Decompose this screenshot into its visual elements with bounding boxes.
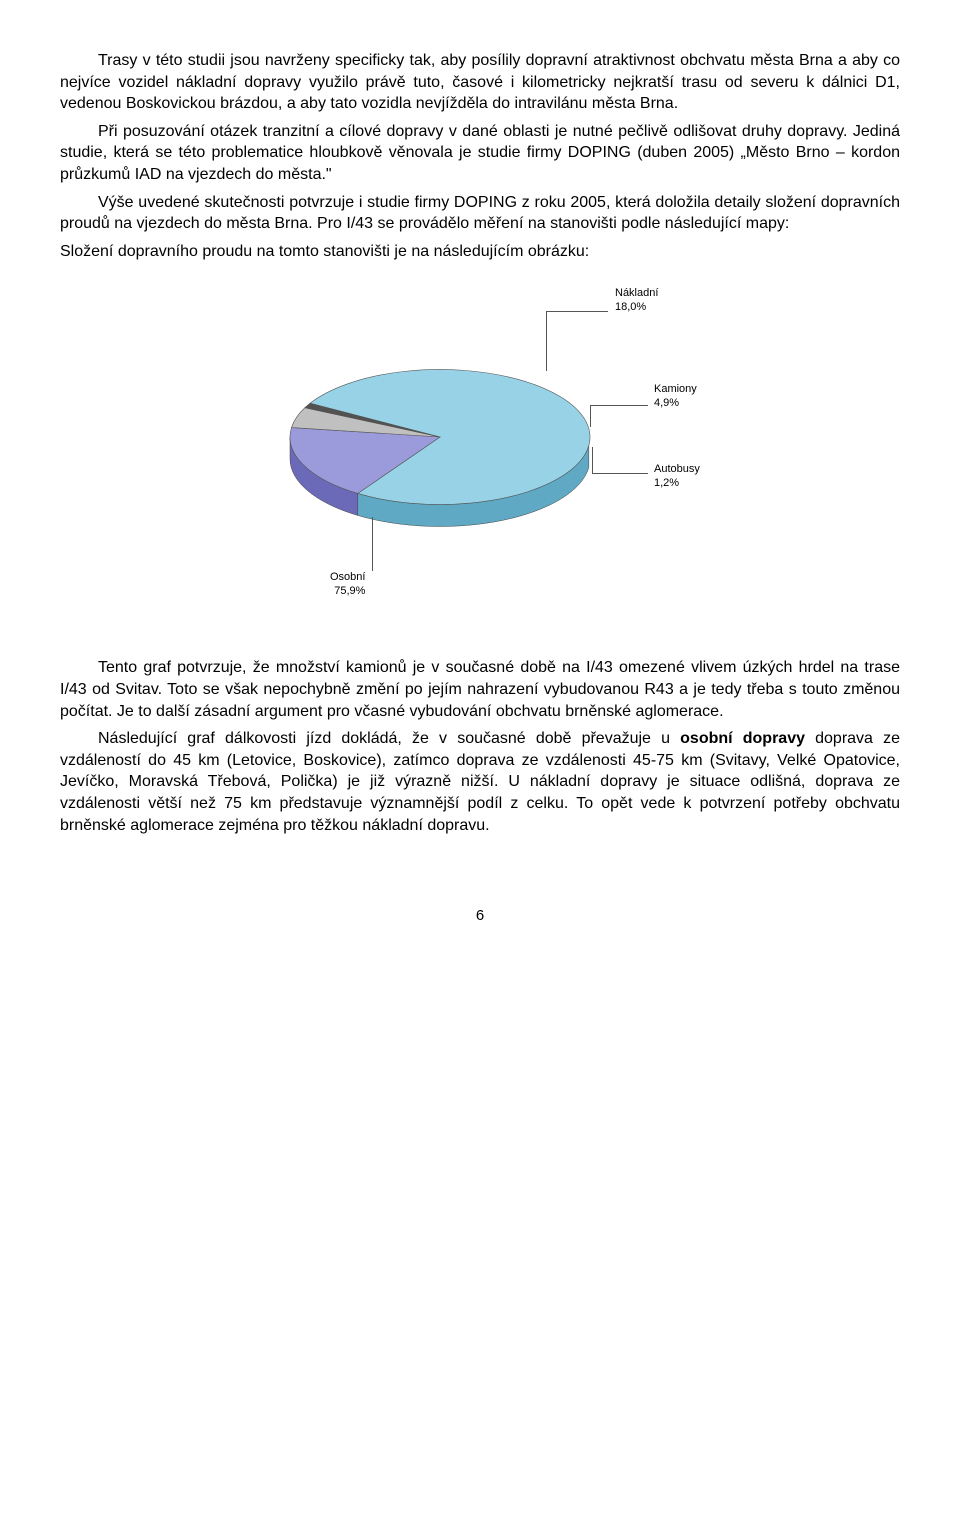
leader-autobusy-h — [592, 473, 648, 474]
label-osobni-name: Osobní — [330, 571, 365, 583]
label-osobni-val: 75,9% — [334, 585, 365, 597]
label-kamiony: Kamiony 4,9% — [654, 383, 697, 409]
label-osobni: Osobní 75,9% — [330, 571, 365, 597]
paragraph-5: Tento graf potvrzuje, že množství kamion… — [60, 657, 900, 722]
label-autobusy-val: 1,2% — [654, 477, 679, 489]
paragraph-6: Následující graf dálkovosti jízd dokládá… — [60, 728, 900, 836]
p6-bold: osobní dopravy — [680, 730, 805, 747]
label-autobusy-name: Autobusy — [654, 463, 700, 475]
label-kamiony-val: 4,9% — [654, 397, 679, 409]
paragraph-4: Složení dopravního proudu na tomto stano… — [60, 241, 900, 263]
label-nakladni-val: 18,0% — [615, 301, 646, 313]
label-kamiony-name: Kamiony — [654, 383, 697, 395]
page-number: 6 — [60, 906, 900, 926]
label-nakladni-name: Nákladní — [615, 287, 658, 299]
paragraph-3: Výše uvedené skutečnosti potvrzuje i stu… — [60, 192, 900, 235]
paragraph-2: Při posuzování otázek tranzitní a cílové… — [60, 121, 900, 186]
label-nakladni: Nákladní 18,0% — [615, 287, 658, 313]
paragraph-1: Trasy v této studii jsou navrženy specif… — [60, 50, 900, 115]
leader-nakladni-v — [546, 311, 547, 371]
leader-osobni-v — [372, 517, 373, 571]
leader-kamiony-h — [590, 405, 648, 406]
leader-nakladni-h — [546, 311, 608, 312]
leader-autobusy-v — [592, 447, 593, 473]
p6-part-a: Následující graf dálkovosti jízd dokládá… — [98, 730, 680, 747]
label-autobusy: Autobusy 1,2% — [654, 463, 700, 489]
pie-chart: Nákladní 18,0% Kamiony 4,9% Autobusy 1,2… — [220, 287, 740, 617]
leader-kamiony-v — [590, 405, 591, 427]
pie-chart-svg — [220, 287, 740, 617]
